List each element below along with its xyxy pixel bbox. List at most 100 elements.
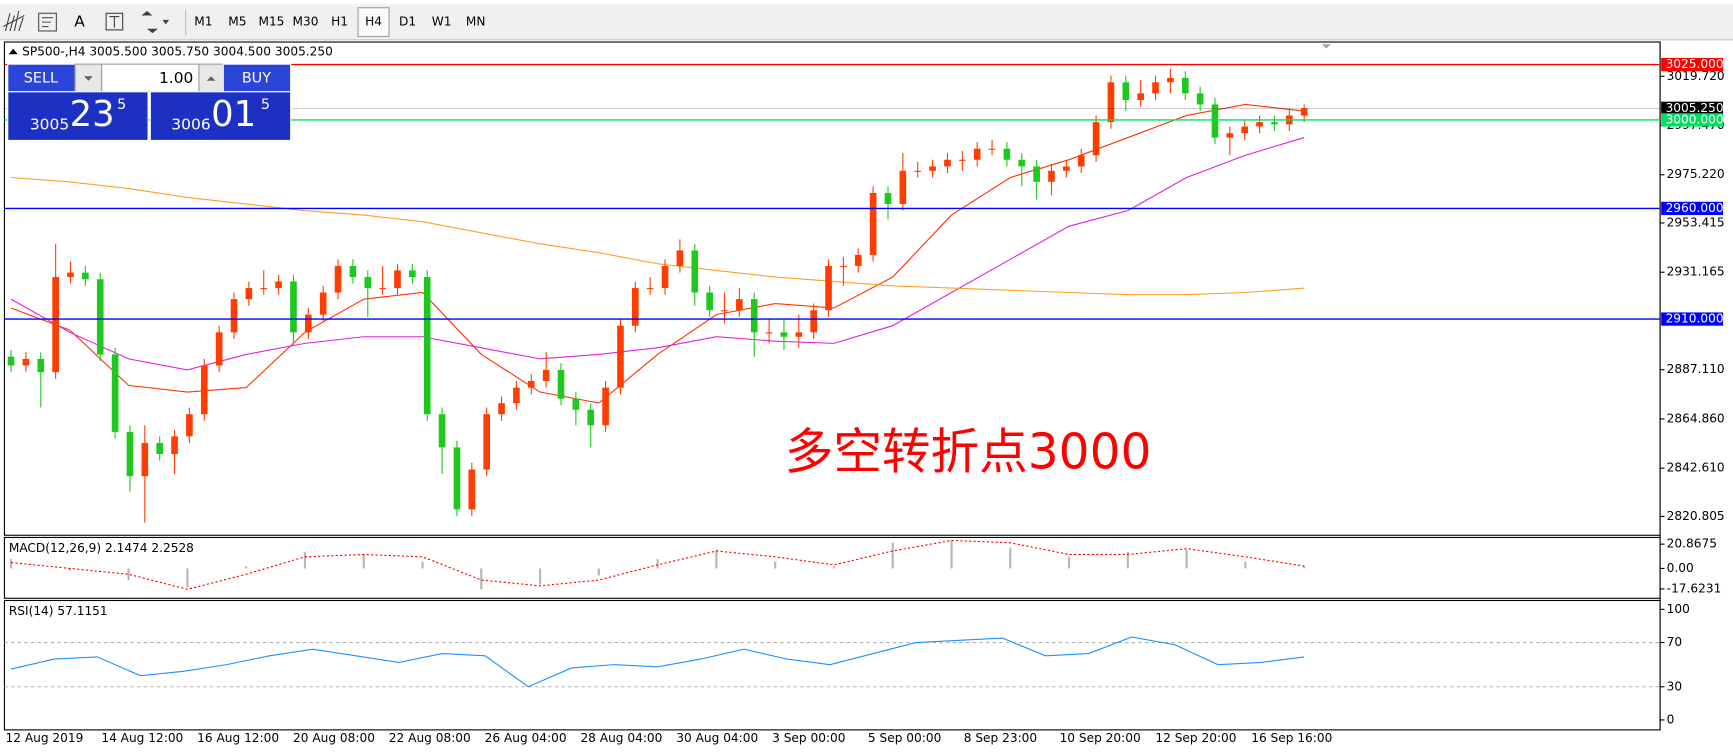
timeframe-button[interactable]: H4 <box>365 15 382 29</box>
candle-body <box>275 281 282 289</box>
template-icon[interactable] <box>38 12 57 32</box>
candle-body <box>810 310 817 333</box>
ask-box[interactable] <box>149 91 292 141</box>
candle-body <box>1077 155 1085 167</box>
timeframe-button[interactable]: M15 <box>258 15 284 29</box>
candle-body <box>840 265 847 268</box>
candle-body <box>1271 122 1278 125</box>
up-arrow <box>206 76 216 81</box>
x-tick-label: 20 Aug 08:00 <box>293 731 375 745</box>
candle-body <box>483 414 490 470</box>
level-label: 3025.000 <box>1666 57 1724 71</box>
candle-body <box>1107 82 1115 123</box>
y-tick-label: 2953.415 <box>1667 215 1725 229</box>
candle-body <box>230 299 238 333</box>
x-tick-label: 12 Aug 2019 <box>6 731 84 745</box>
text-label-tool[interactable] <box>105 12 124 31</box>
text-tool[interactable]: A <box>74 13 85 31</box>
candle-body <box>736 299 743 311</box>
candle-body <box>1241 126 1249 134</box>
y-tick-label: 2820.805 <box>1667 509 1725 523</box>
candle-body <box>527 381 535 388</box>
candle-body <box>319 292 327 315</box>
candle-body <box>884 192 892 204</box>
timeframe-button[interactable]: W1 <box>432 15 452 29</box>
candle-body <box>825 265 832 311</box>
chart-tool-icon[interactable] <box>3 10 25 32</box>
candle-body <box>1092 122 1100 156</box>
candle-body <box>602 387 609 426</box>
candle-body <box>1048 170 1055 182</box>
y-tick-label: 2887.110 <box>1667 362 1725 376</box>
candle-body <box>260 288 268 290</box>
timeframe-button[interactable]: M30 <box>293 15 319 29</box>
candle-body <box>141 442 149 477</box>
level-label: 3005.250 <box>1666 101 1724 115</box>
timeframe-button[interactable]: M1 <box>194 15 212 29</box>
candle-body <box>899 170 907 204</box>
candle-body <box>215 332 223 366</box>
candle-body <box>1003 148 1011 160</box>
macd-title: MACD(12,26,9) 2.1474 2.2528 <box>9 541 194 555</box>
candle-body <box>82 272 89 280</box>
candle-body <box>1122 82 1130 100</box>
candle-body <box>171 436 178 455</box>
candle-body <box>780 332 788 337</box>
bid-box[interactable] <box>7 91 149 141</box>
candle-body <box>334 265 342 293</box>
ask-pips: 01 <box>211 94 256 135</box>
timeframe-button[interactable]: M5 <box>228 15 246 29</box>
candle-body <box>914 170 922 172</box>
x-tick-label: 12 Sep 20:00 <box>1155 731 1236 745</box>
candle-body <box>394 270 401 289</box>
candle-body <box>646 288 654 290</box>
volume-input[interactable] <box>101 63 200 93</box>
candle-body <box>854 254 862 266</box>
x-tick-label: 26 Aug 04:00 <box>485 731 567 745</box>
candle-body <box>1226 133 1234 138</box>
candle-body <box>765 332 773 334</box>
symbol-triangle <box>8 48 18 55</box>
sell-label[interactable]: SELL <box>24 71 58 87</box>
level-label-bg <box>1661 312 1724 326</box>
bid-big: 3005 <box>30 115 69 133</box>
candle-body <box>632 288 639 326</box>
candle-body <box>7 356 15 366</box>
volume[interactable]: 1.00 <box>159 69 193 87</box>
y-tick-label: 70 <box>1667 635 1682 649</box>
candle-body <box>617 325 624 388</box>
candle-body <box>1063 166 1070 171</box>
arrows-tool[interactable] <box>141 11 170 34</box>
y-tick-label: 2864.860 <box>1667 411 1725 425</box>
one-click-trading: SELL 1.00 BUY 3005 23 5 3006 01 5 <box>7 63 292 141</box>
y-tick-label: 0 <box>1667 712 1675 726</box>
candle-body <box>1033 166 1040 182</box>
candle-body <box>1181 77 1189 94</box>
x-tick-label: 16 Sep 16:00 <box>1251 731 1332 745</box>
buy-label[interactable]: BUY <box>242 71 271 87</box>
timeframe-button[interactable]: MN <box>466 15 486 29</box>
candle-body <box>409 270 416 278</box>
candle-body <box>37 358 45 373</box>
level-label: 3000.000 <box>1666 112 1724 126</box>
y-tick-label: 20.8675 <box>1667 537 1717 551</box>
level-label: 2910.000 <box>1666 312 1724 326</box>
x-tick-label: 14 Aug 12:00 <box>101 731 183 745</box>
candle-body <box>691 250 699 293</box>
candle-body <box>52 277 59 373</box>
buy-button[interactable] <box>222 63 292 93</box>
timeframe-button[interactable]: H1 <box>331 15 348 29</box>
candle-body <box>958 159 966 161</box>
x-tick-label: 30 Aug 04:00 <box>676 731 758 745</box>
candle-body <box>186 414 193 437</box>
candle-body <box>944 159 951 167</box>
active-timeframe <box>357 7 390 38</box>
candle-body <box>795 332 803 337</box>
rsi-title: RSI(14) 57.1151 <box>9 604 108 618</box>
y-tick-label: 2975.220 <box>1667 167 1725 181</box>
bid-pips: 23 <box>70 94 115 135</box>
timeframe-button[interactable]: D1 <box>399 15 416 29</box>
y-tick-label: 2931.165 <box>1667 265 1725 279</box>
candle-body <box>453 447 461 510</box>
